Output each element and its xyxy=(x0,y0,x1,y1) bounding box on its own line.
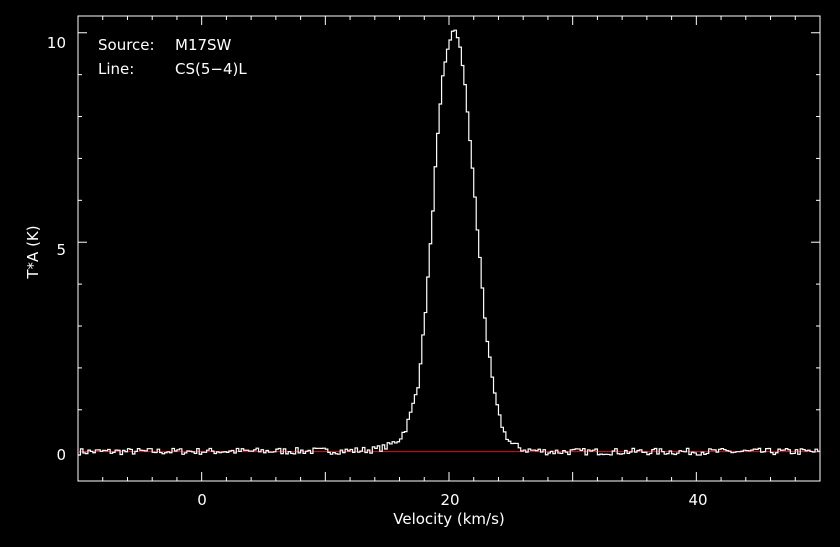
y-tick-labels: 0 5 10 xyxy=(47,34,66,464)
x-tick-label: 40 xyxy=(688,491,707,509)
source-key: Source: xyxy=(98,36,155,54)
y-tick-label: 0 xyxy=(56,446,66,464)
plot-frame xyxy=(77,15,821,482)
x-axis-label: Velocity (km/s) xyxy=(393,510,504,528)
x-tick-label: 0 xyxy=(197,491,207,509)
y-tick-label: 5 xyxy=(56,241,66,259)
spectrum-series xyxy=(78,29,820,456)
line-value: CS(5−4)L xyxy=(175,60,247,78)
source-value: M17SW xyxy=(175,36,232,54)
y-axis-label: T*A (K) xyxy=(24,225,42,279)
y-tick-label: 10 xyxy=(47,34,66,52)
x-tick-labels: 0 20 40 xyxy=(197,491,707,509)
line-key: Line: xyxy=(98,60,134,78)
annotation-box: Source: M17SW Line: CS(5−4)L xyxy=(98,36,247,78)
tick-marks xyxy=(77,16,821,481)
x-tick-label: 20 xyxy=(440,491,459,509)
